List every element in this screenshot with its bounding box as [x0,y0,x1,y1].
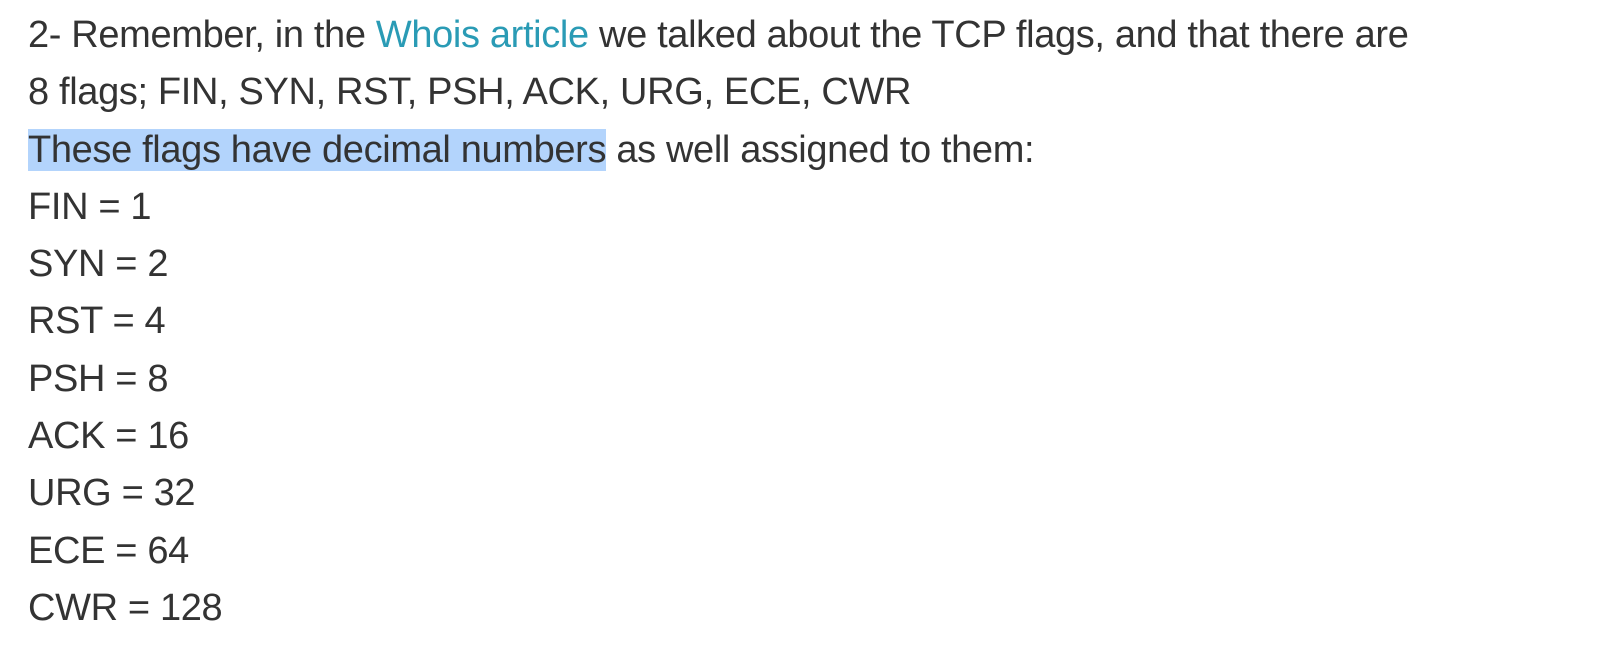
article-body: 2- Remember, in the Whois article we tal… [28,7,1603,637]
intro-prefix-text: 2- Remember, in the [28,14,376,56]
flag-value-ack: ACK = 16 [28,415,189,458]
flag-value-rst: RST = 4 [28,300,166,343]
flag-value-ece: ECE = 64 [28,529,189,572]
flag-value-cwr: CWR = 128 [28,586,223,629]
decimal-rest-text: as well assigned to them: [606,128,1035,171]
whois-article-link[interactable]: Whois article [375,14,589,56]
flag-value-psh: PSH = 8 [28,357,169,400]
flag-value-syn: SYN = 2 [28,243,169,286]
intro-line: 2- Remember, in the Whois article we tal… [28,7,1603,64]
flag-value-urg: URG = 32 [28,472,196,515]
intro-suffix-text: we talked about the TCP flags, and that … [588,14,1409,56]
selected-text-highlight: These flags have decimal numbers [28,128,607,171]
flags-list-line: 8 flags; FIN, SYN, RST, PSH, ACK, URG, E… [28,71,912,114]
flag-value-fin: FIN = 1 [28,185,152,228]
decimal-intro-line: These flags have decimal numbers as well… [28,122,1603,179]
